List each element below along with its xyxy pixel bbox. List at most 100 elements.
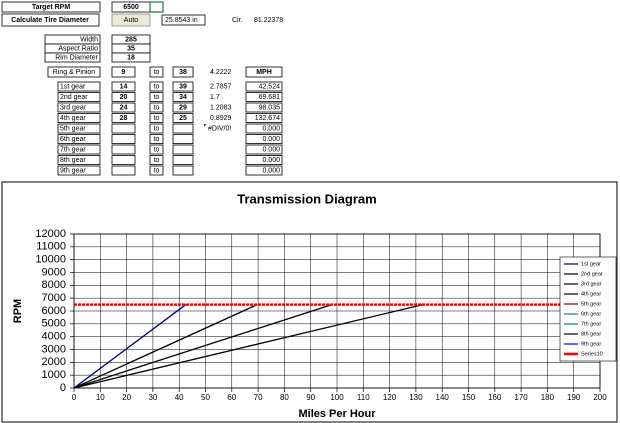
- cell: [245, 144, 283, 155]
- value: 18: [127, 54, 135, 61]
- cell: [111, 165, 136, 176]
- cell: [245, 165, 283, 176]
- value: 29: [179, 104, 187, 111]
- value: 1.2083: [210, 104, 232, 111]
- value: 39: [179, 83, 187, 90]
- x-tick-label: 100: [330, 393, 344, 402]
- x-tick-label: 140: [436, 393, 450, 402]
- cell: [1, 1, 101, 13]
- label: Rim Diameter: [55, 54, 98, 61]
- value: 6500: [123, 4, 139, 11]
- value: 9: [122, 69, 126, 76]
- cell: [57, 123, 101, 134]
- cell: [57, 92, 101, 102]
- series-line: [73, 303, 333, 389]
- cell: [245, 113, 283, 123]
- label: to: [154, 94, 160, 101]
- value: 28: [120, 115, 128, 122]
- cell: [44, 52, 101, 63]
- value: 14: [120, 83, 128, 90]
- cell: [111, 92, 136, 102]
- x-tick-label: 90: [306, 393, 315, 402]
- cell: [57, 144, 101, 155]
- x-tick-label: 80: [280, 393, 289, 402]
- legend-label: 2nd gear: [581, 271, 603, 277]
- cell: [111, 155, 136, 165]
- cell: [149, 134, 164, 144]
- label: Width: [80, 36, 98, 43]
- label: to: [154, 83, 160, 90]
- label: 9th gear: [60, 167, 86, 174]
- y-tick-label: 7000: [42, 292, 66, 304]
- cell: [1, 13, 100, 27]
- cell: [245, 134, 283, 144]
- cell: [57, 134, 101, 144]
- error-marker: [204, 124, 207, 127]
- label: to: [154, 136, 160, 143]
- cell: [57, 81, 101, 92]
- label: Aspect Ratio: [58, 45, 98, 52]
- cell: [57, 155, 101, 165]
- value: 25.8543 in: [165, 17, 198, 24]
- label: to: [154, 115, 160, 122]
- y-axis-label: RPM: [12, 299, 24, 323]
- value: 0.000: [262, 146, 280, 153]
- label: Cir.: [232, 17, 243, 24]
- x-tick-label: 60: [227, 393, 236, 402]
- cell: [111, 134, 136, 144]
- value: 0.000: [262, 125, 280, 132]
- x-tick-label: 200: [593, 393, 607, 402]
- cell: [149, 155, 164, 165]
- x-axis-label: Miles Per Hour: [298, 408, 376, 420]
- selected-cell: [149, 1, 164, 13]
- value: 35: [127, 45, 135, 52]
- label: to: [154, 157, 160, 164]
- label: to: [154, 125, 160, 132]
- x-tick-label: 30: [148, 393, 157, 402]
- cell: [172, 123, 194, 134]
- label: 3rd gear: [60, 104, 87, 111]
- cell: [111, 123, 136, 134]
- cell: [172, 92, 194, 102]
- x-tick-label: 180: [541, 393, 555, 402]
- chart-frame: [1, 181, 618, 423]
- legend-label: 7th gear: [581, 321, 601, 327]
- value: #DIV/0!: [208, 125, 231, 132]
- value: 69.681: [259, 94, 281, 101]
- x-tick-label: 170: [514, 393, 528, 402]
- cell: [149, 165, 164, 176]
- value: 38: [179, 69, 187, 76]
- x-tick-label: 150: [462, 393, 476, 402]
- cell: [172, 134, 194, 144]
- cell: [111, 81, 136, 92]
- label: 8th gear: [60, 157, 86, 164]
- label: 6th gear: [60, 136, 86, 143]
- value: 4.2222: [210, 69, 232, 76]
- header: MPH: [256, 69, 272, 76]
- cell: [57, 102, 101, 113]
- x-tick-label: 110: [357, 393, 370, 402]
- series-line: [73, 303, 424, 389]
- value: 2.7857: [210, 83, 232, 90]
- cell: [111, 144, 136, 155]
- cell: [172, 155, 194, 165]
- legend-label: Series10: [581, 351, 603, 357]
- y-tick-label: 0: [60, 382, 66, 394]
- value: 34: [179, 94, 187, 101]
- y-tick-label: 9000: [42, 266, 66, 278]
- cell: [172, 165, 194, 176]
- value: 132.674: [255, 115, 280, 122]
- label: 1st gear: [60, 83, 86, 90]
- button[interactable]: [111, 13, 151, 27]
- cell: [172, 102, 194, 113]
- label: to: [154, 69, 160, 76]
- y-tick-label: 8000: [42, 279, 66, 291]
- cell: [161, 14, 206, 26]
- value: 0.000: [262, 157, 280, 164]
- chart-title: Transmission Diagram: [237, 191, 376, 206]
- x-tick-label: 50: [201, 393, 210, 402]
- y-tick-label: 5000: [42, 318, 66, 330]
- label: to: [154, 104, 160, 111]
- label: to: [154, 146, 160, 153]
